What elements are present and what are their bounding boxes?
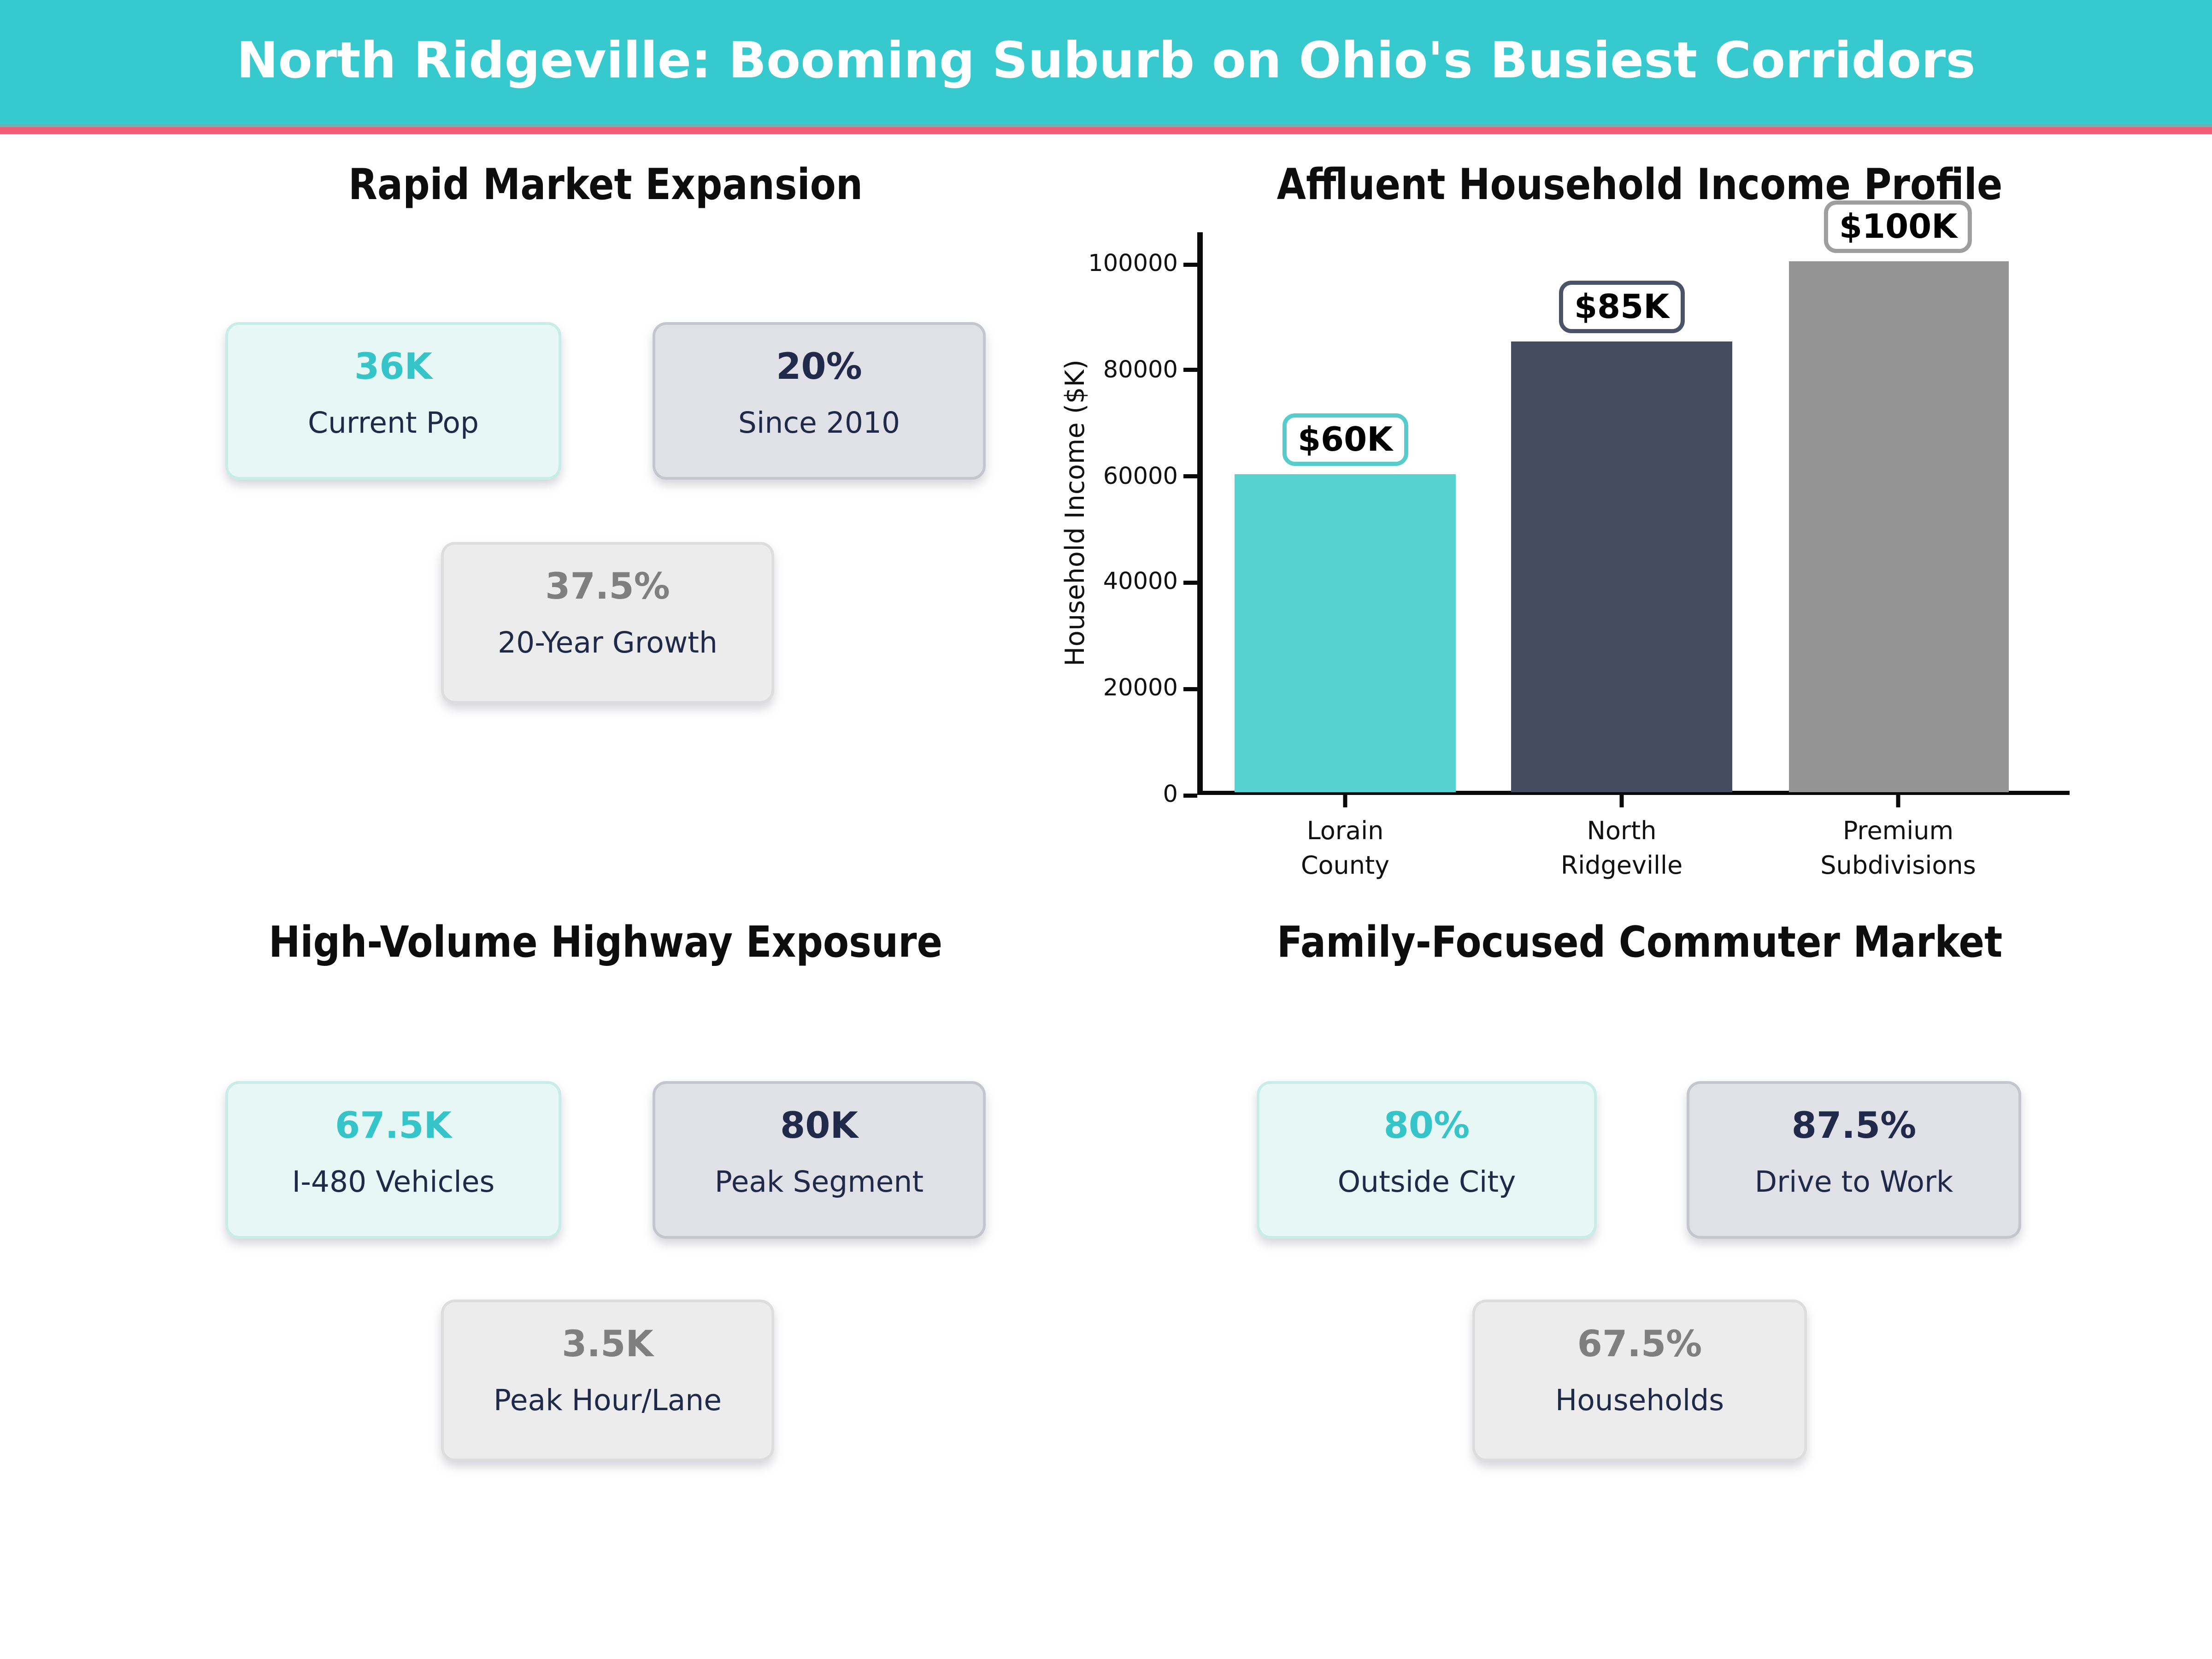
y-tick-label: 0	[1163, 781, 1178, 809]
stat-value: 37.5%	[545, 567, 670, 608]
stat-value: 20%	[776, 347, 862, 388]
stat-card-drive-to-work: 87.5% Drive to Work	[1687, 1081, 2021, 1239]
stat-card-since-2010: 20% Since 2010	[653, 322, 986, 480]
y-axis-spine	[1197, 232, 1202, 795]
section-title-commuter: Family-Focused Commuter Market	[1277, 918, 2003, 968]
bar-north-ridgeville	[1511, 341, 1732, 792]
y-axis-title: Household Income ($K)	[1060, 359, 1091, 666]
header-banner: North Ridgeville: Booming Suburb on Ohio…	[0, 0, 2212, 127]
stat-value: 67.5K	[335, 1106, 452, 1147]
x-tick-label-premium-subdivisions: Premium Subdivisions	[1746, 814, 2050, 883]
bar-premium-subdivisions	[1789, 261, 2009, 792]
x-tick-mark	[1896, 792, 1900, 807]
stat-label: Drive to Work	[1754, 1165, 1953, 1199]
bar-value-label: $60K	[1282, 412, 1408, 465]
stat-label: Current Pop	[308, 406, 479, 440]
stat-label: 20-Year Growth	[498, 626, 718, 659]
stat-value: 80%	[1383, 1106, 1470, 1147]
y-tick-mark	[1183, 262, 1197, 266]
x-tick-line: North	[1587, 817, 1657, 846]
y-tick-label: 100000	[1088, 250, 1178, 278]
stat-value: 80K	[780, 1106, 859, 1147]
y-tick-mark	[1183, 793, 1197, 797]
x-tick-line: Lorain	[1306, 817, 1384, 846]
y-tick-mark	[1183, 368, 1197, 372]
x-tick-mark	[1343, 792, 1347, 807]
stat-card-households: 67.5% Households	[1472, 1300, 1807, 1461]
y-tick-label: 80000	[1103, 356, 1178, 384]
stat-label: Households	[1555, 1384, 1724, 1417]
stat-value: 3.5K	[562, 1324, 653, 1366]
stat-card-i480-vehicles: 67.5K I-480 Vehicles	[225, 1081, 561, 1239]
bar-value-label: $100K	[1824, 200, 1973, 253]
bar-value-label: $85K	[1559, 280, 1685, 333]
bar-lorain-county	[1235, 473, 1456, 792]
header-accent-stripe	[0, 127, 2212, 134]
stat-value: 67.5%	[1577, 1324, 1702, 1366]
stat-value: 36K	[354, 347, 433, 388]
stat-label: Outside City	[1337, 1165, 1516, 1199]
stat-card-peak-segment: 80K Peak Segment	[653, 1081, 986, 1239]
x-tick-label-lorain-county: Lorain County	[1193, 814, 1497, 883]
x-tick-line: Subdivisions	[1820, 852, 1976, 881]
y-tick-mark	[1183, 687, 1197, 691]
x-tick-line: County	[1300, 852, 1390, 881]
section-title-highway: High-Volume Highway Exposure	[269, 918, 942, 968]
y-tick-label: 60000	[1103, 462, 1178, 490]
stat-label: Since 2010	[738, 406, 900, 440]
stat-label: Peak Segment	[714, 1165, 924, 1199]
y-tick-mark	[1183, 474, 1197, 479]
x-tick-line: Ridgeville	[1560, 852, 1683, 881]
y-tick-label: 20000	[1103, 675, 1178, 703]
page-title: North Ridgeville: Booming Suburb on Ohio…	[236, 33, 1976, 90]
section-title-market: Rapid Market Expansion	[348, 160, 863, 210]
income-bar-chart: $60K $85K $100K Lorain County North Ridg…	[1088, 200, 2070, 881]
stat-card-current-pop: 36K Current Pop	[225, 322, 561, 480]
stat-card-outside-city: 80% Outside City	[1257, 1081, 1597, 1239]
x-tick-label-north-ridgeville: North Ridgeville	[1470, 814, 1774, 883]
x-tick-mark	[1619, 792, 1624, 807]
stat-value: 87.5%	[1791, 1106, 1917, 1147]
x-tick-line: Premium	[1842, 817, 1954, 846]
y-tick-mark	[1183, 580, 1197, 585]
stat-card-20-year-growth: 37.5% 20-Year Growth	[441, 542, 774, 704]
stat-label: Peak Hour/Lane	[494, 1384, 722, 1417]
x-axis-spine	[1197, 790, 2070, 795]
y-tick-label: 40000	[1103, 569, 1178, 597]
stat-label: I-480 Vehicles	[292, 1165, 495, 1199]
stat-card-peak-hour-lane: 3.5K Peak Hour/Lane	[441, 1300, 774, 1461]
